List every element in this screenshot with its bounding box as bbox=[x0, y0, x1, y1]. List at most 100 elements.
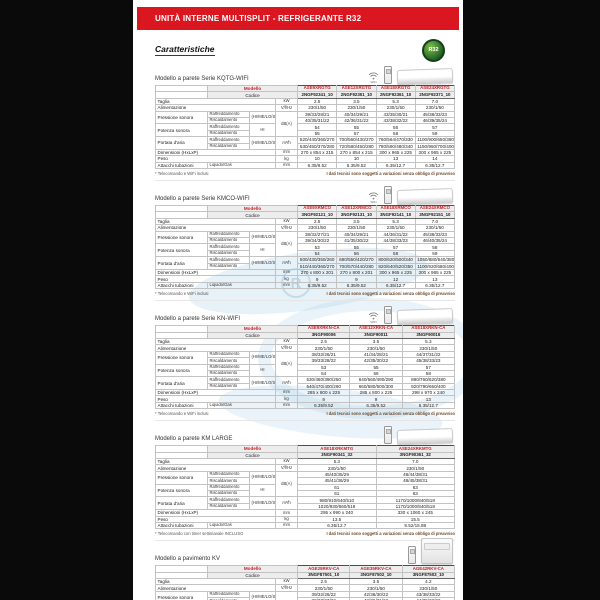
row-label: (HI/ME/LO/SL) bbox=[249, 470, 276, 485]
spec-value: 270 x 800 x 201 bbox=[297, 268, 338, 277]
spec-value: ASE12XRMCO bbox=[336, 205, 377, 213]
spec-value: ASE18XRKN-CA bbox=[401, 325, 456, 333]
row-label: (HI/ME/LO/SL) bbox=[249, 376, 276, 391]
row-label: dB(A) bbox=[274, 350, 299, 378]
wall-unit-image bbox=[396, 68, 454, 85]
row-label: Portata d'aria bbox=[155, 136, 208, 150]
row-label: Attacchi tubazioni bbox=[155, 161, 208, 170]
footnote-right: I dati tecnici sono soggetti a variazion… bbox=[326, 531, 455, 537]
r32-badge-icon: R32 bbox=[422, 38, 445, 62]
section-header: Modello a parete Serie KN-WIFI WiFi bbox=[155, 303, 455, 326]
row-label: Potenza sonora bbox=[155, 483, 208, 498]
spec-value: 270 x 800 x 201 bbox=[336, 268, 377, 277]
row-label: Riscaldamento bbox=[207, 357, 250, 365]
row-label: Portata d'aria bbox=[155, 496, 208, 511]
footnote-right: I dati tecnici sono soggetti a variazion… bbox=[326, 411, 455, 417]
spec-value: 270 x 854 x 215 bbox=[336, 148, 377, 157]
spec-value: 6.35/9.52 bbox=[349, 401, 403, 410]
spec-value: 1170/1000/840/518 bbox=[375, 502, 456, 511]
spec-table: Modello ASE9XRGTG ASE12XRGTG ASE18XRGTG ASE2… bbox=[155, 84, 456, 170]
model-section: Modello a parete Serie KN-WIFI WiFi Modell… bbox=[155, 303, 456, 422]
row-label: mm bbox=[274, 521, 299, 530]
row-label: (HI/ME/LO/SL) bbox=[249, 110, 276, 125]
section-title: Modello a parete KM LARGE bbox=[155, 436, 233, 443]
spec-value: 700/560/430/270 bbox=[336, 136, 377, 144]
row-label: m³/h bbox=[274, 256, 299, 270]
row-label: Riscaldamento bbox=[207, 262, 250, 271]
section-title: Modello a parete Serie KMCO-WIFI bbox=[155, 196, 250, 203]
row-label: (HI/ME/LO/SL) bbox=[249, 136, 276, 150]
spec-value: ASE9XRMCO bbox=[297, 205, 338, 213]
spec-value: 920/790/650/400 bbox=[401, 382, 456, 391]
row-label: Portata d'aria bbox=[155, 376, 208, 391]
wifi-icon: WiFi bbox=[368, 192, 379, 205]
wifi-caption: WiFi bbox=[370, 320, 377, 325]
footnote-left: * Telecomando e WiFi inclusi bbox=[155, 291, 209, 297]
section-icons: WiFi bbox=[368, 306, 455, 326]
spec-value: ASE12XRGTG bbox=[336, 84, 377, 93]
spec-value: 800/620/500/340 bbox=[375, 256, 416, 264]
row-label: Portata d'aria bbox=[155, 256, 208, 270]
spec-value: ASE24XRKMTG bbox=[375, 445, 456, 453]
table-footnotes: * Telecomando con timer settimanale INCL… bbox=[155, 531, 455, 536]
spec-value: 3NGF90361_32 bbox=[375, 451, 456, 460]
spec-value: 48/45/38/31 bbox=[375, 477, 456, 485]
footnote-left: * Telecomando con timer settimanale INCL… bbox=[155, 531, 244, 537]
spec-value: 1170/1000/840/518 bbox=[375, 496, 456, 504]
row-label: Riscaldamento bbox=[207, 477, 250, 485]
spec-value: 520/440/360/270 bbox=[297, 136, 338, 144]
row-label: Pressione sonora bbox=[155, 590, 208, 600]
spec-value: 44/39/33/22 bbox=[401, 597, 456, 600]
spec-value: 6.35/9.52 bbox=[297, 161, 338, 170]
spec-value: ASE18XRGTG bbox=[375, 84, 416, 93]
spec-value: 890/760/620/380 bbox=[401, 376, 456, 384]
spec-value: 720/580/450/280 bbox=[336, 142, 377, 150]
section-icons bbox=[384, 426, 455, 446]
row-label: Attacchi tubazioni bbox=[155, 401, 208, 410]
spec-table: Modello ASE9XRKN-CA ASE12XRKN-CA ASE18XRKN-… bbox=[155, 325, 456, 410]
wifi-icon: WiFi bbox=[368, 312, 379, 325]
row-label: (HI/ME/LO/SL) bbox=[249, 496, 276, 511]
wall-unit-image bbox=[396, 428, 454, 446]
model-section: Modello a pavimento KV Modello AGE25RKV-CA… bbox=[155, 538, 456, 600]
spec-value: 760/564/470/330 bbox=[375, 136, 416, 144]
spec-value: 2NGF92361_10 bbox=[375, 91, 416, 99]
remote-control-icon bbox=[384, 66, 392, 84]
table-footnotes: * Telecomando e WiFi inclusi I dati tecni… bbox=[155, 171, 455, 176]
spec-value: 3NGF92141_10 bbox=[375, 211, 416, 219]
wall-unit-image bbox=[396, 188, 454, 206]
section-title: Modello a parete Serie KQTG-WIFI bbox=[155, 76, 249, 82]
spec-value: 13 bbox=[401, 395, 456, 403]
row-label: mm bbox=[274, 281, 299, 290]
spec-value: 13 bbox=[414, 275, 456, 283]
remote-control-icon bbox=[408, 546, 416, 565]
spec-value: 1100/900/650/380 bbox=[414, 136, 456, 144]
spec-value: 7.0 bbox=[375, 457, 456, 466]
row-label: Attacchi tubazioni bbox=[155, 521, 208, 530]
row-label: Liquido/Gas bbox=[207, 401, 276, 410]
row-label: Pressione sonora bbox=[155, 350, 208, 365]
spec-value: 510/440/360/270 bbox=[297, 262, 338, 271]
spec-value: 500/430/350/260 bbox=[297, 256, 338, 264]
spec-value: 700/570/440/280 bbox=[336, 262, 377, 271]
table-footnotes: * Telecomando e WiFi inclusi I dati tecni… bbox=[155, 411, 455, 416]
spec-value: 1150/950/700/400 bbox=[414, 142, 456, 150]
spec-value: 230/1/50 bbox=[375, 464, 456, 472]
spec-value: 2NGF92351_10 bbox=[336, 91, 377, 99]
row-label: Pressione sonora bbox=[155, 230, 208, 245]
spec-value: 680/550/420/270 bbox=[336, 256, 377, 264]
spec-value: 3NGF92151_10 bbox=[414, 211, 456, 219]
remote-control-icon bbox=[384, 186, 392, 205]
spec-value: 1050/880/640/380 bbox=[414, 256, 456, 264]
wall-unit-image bbox=[396, 308, 454, 326]
model-section: Modello a parete Serie KMCO-WIFI WiFi Mode… bbox=[155, 183, 456, 302]
row-label: m³/h bbox=[274, 496, 299, 511]
remote-control-icon bbox=[384, 306, 392, 325]
spec-value: 6.35/12.7 bbox=[414, 161, 456, 170]
section-header: Modello a parete Serie KMCO-WIFI WiFi bbox=[155, 183, 455, 206]
row-label: Pressione sonora bbox=[155, 110, 208, 125]
wifi-caption: WiFi bbox=[370, 200, 377, 205]
model-section: Modello a parete Serie KQTG-WIFI WiFi Mode… bbox=[155, 63, 456, 182]
spec-table: Modello AGE25RKV-CA AGE35RKV-CA AGE42RKV-CA… bbox=[155, 565, 456, 600]
row-label: Riscaldamento bbox=[207, 382, 250, 391]
